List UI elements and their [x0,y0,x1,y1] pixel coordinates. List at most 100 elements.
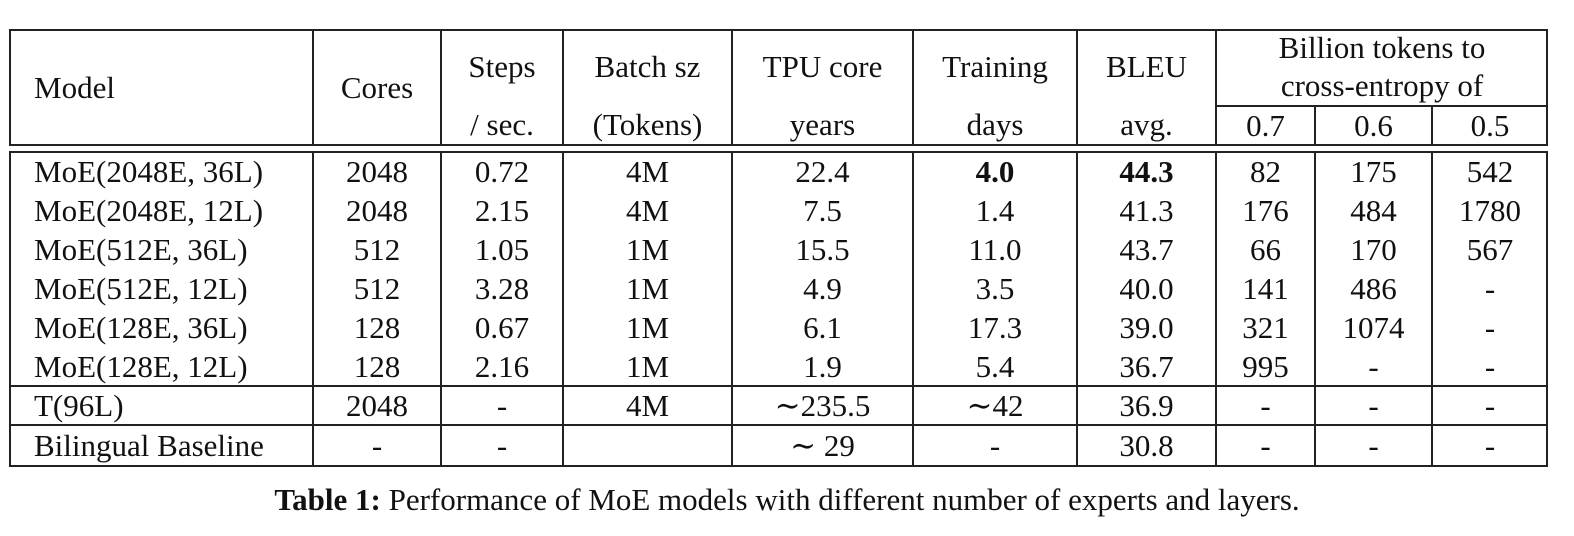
cell-cores: 2048 [346,193,408,228]
subheader-rule [1215,105,1547,107]
cell-ce05: - [1484,310,1496,345]
cell-model: MoE(128E, 36L) [34,310,248,345]
cell-model: MoE(512E, 36L) [34,232,248,267]
cell-days: 11.0 [968,232,1022,267]
cell-model: Bilingual Baseline [34,428,264,463]
cell-ce05: - [1484,271,1496,306]
cell-model: MoE(512E, 12L) [34,271,248,306]
row-group-rule [9,385,1548,387]
header-steps-line2: / sec. [470,106,534,142]
cell-ce06: - [1368,428,1379,463]
column-rule [312,151,314,467]
cell-model: T(96L) [34,388,124,423]
header-bleu-line1: BLEU [1106,48,1187,84]
cell-steps: 2.15 [474,193,530,228]
cell-steps: 3.28 [474,271,530,306]
header-model: Model [34,70,115,105]
cell-cores: 512 [353,271,401,306]
header-tpu-line2: years [789,106,856,142]
cell-bleu: 40.0 [1119,271,1174,306]
cell-tpu: 22.4 [795,154,850,189]
cell-days: 5.4 [975,349,1015,384]
cell-ce07: 82 [1250,154,1281,189]
cell-ce07: - [1260,428,1271,463]
cell-tpu: 15.5 [795,232,850,267]
column-rule [1215,29,1217,146]
column-rule [1215,151,1217,467]
header-ce-0.7: 0.7 [1246,107,1285,143]
cell-tpu: 7.5 [803,193,842,228]
cell-ce05: 542 [1466,154,1514,189]
cell-model: MoE(128E, 12L) [34,349,248,384]
header-billion-line2: cross-entropy of [1280,67,1484,103]
column-rule [731,29,733,146]
cell-ce07: 995 [1242,349,1289,384]
cell-tpu: ∼235.5 [774,388,871,423]
cell-days: 3.5 [975,271,1015,306]
header-bleu-line2: avg. [1120,106,1173,142]
cell-ce06: - [1368,388,1379,423]
column-rule [562,29,564,146]
header-steps-line1: Steps [468,48,536,84]
cell-ce06: 484 [1350,193,1397,228]
column-rule [1314,151,1316,467]
header-batch-line1: Batch sz [594,48,701,84]
caption-text: Performance of MoE models with different… [380,482,1300,517]
cell-batch: 4M [625,193,670,228]
cell-bleu: 44.3 [1119,154,1174,189]
cell-days: ∼42 [966,388,1024,423]
cell-bleu: 36.7 [1119,349,1174,384]
cell-bleu: 36.9 [1119,388,1174,423]
column-rule [1076,29,1078,146]
table-header-frame [9,29,1548,146]
table-body-frame [9,151,1548,467]
cell-steps: - [496,428,508,463]
cell-ce07: 176 [1242,193,1289,228]
column-rule [440,29,442,146]
table-caption: Table 1: Performance of MoE models with … [0,484,1574,515]
cell-ce05: - [1484,428,1496,463]
cell-steps: 1.05 [474,232,530,267]
cell-ce05: - [1484,349,1496,384]
caption-label: Table 1: [274,482,381,517]
cell-days: 17.3 [967,310,1023,345]
cell-batch: 4M [625,154,670,189]
column-rule [312,29,314,146]
column-rule [731,151,733,467]
cell-bleu: 30.8 [1119,428,1174,463]
cell-tpu: 6.1 [803,310,842,345]
cell-cores: 512 [353,232,401,267]
cell-ce05: 1780 [1459,193,1521,228]
column-rule [1076,151,1078,467]
row-group-rule [9,424,1548,426]
cell-ce06: - [1368,349,1379,384]
cell-cores: 128 [353,349,401,384]
cell-batch [563,425,732,466]
column-rule [912,29,914,146]
cell-model: MoE(2048E, 36L) [34,154,264,189]
cell-tpu: 1.9 [803,349,842,384]
header-ce-0.5: 0.5 [1470,107,1510,143]
cell-model: MoE(2048E, 12L) [34,193,264,228]
header-training-line2: days [966,106,1024,142]
cell-cores: 2048 [346,388,408,423]
cell-batch: 1M [625,232,670,267]
cell-steps: 2.16 [474,349,530,384]
column-rule [1431,106,1433,146]
cell-ce06: 170 [1350,232,1397,267]
header-cores: Cores [340,70,414,105]
header-ce-0.6: 0.6 [1354,107,1393,143]
cell-ce06: 486 [1350,271,1397,306]
column-rule [912,151,914,467]
header-training-line1: Training [942,48,1048,84]
cell-bleu: 39.0 [1119,310,1174,345]
column-rule [562,151,564,467]
cell-cores: - [371,428,383,463]
header-batch-line2: (Tokens) [592,106,703,142]
cell-batch: 4M [625,388,670,423]
cell-bleu: 43.7 [1119,232,1174,267]
cell-batch: 1M [625,349,670,384]
cell-batch: 1M [625,310,670,345]
cell-tpu: 4.9 [803,271,842,306]
header-billion-line1: Billion tokens to [1278,29,1486,65]
